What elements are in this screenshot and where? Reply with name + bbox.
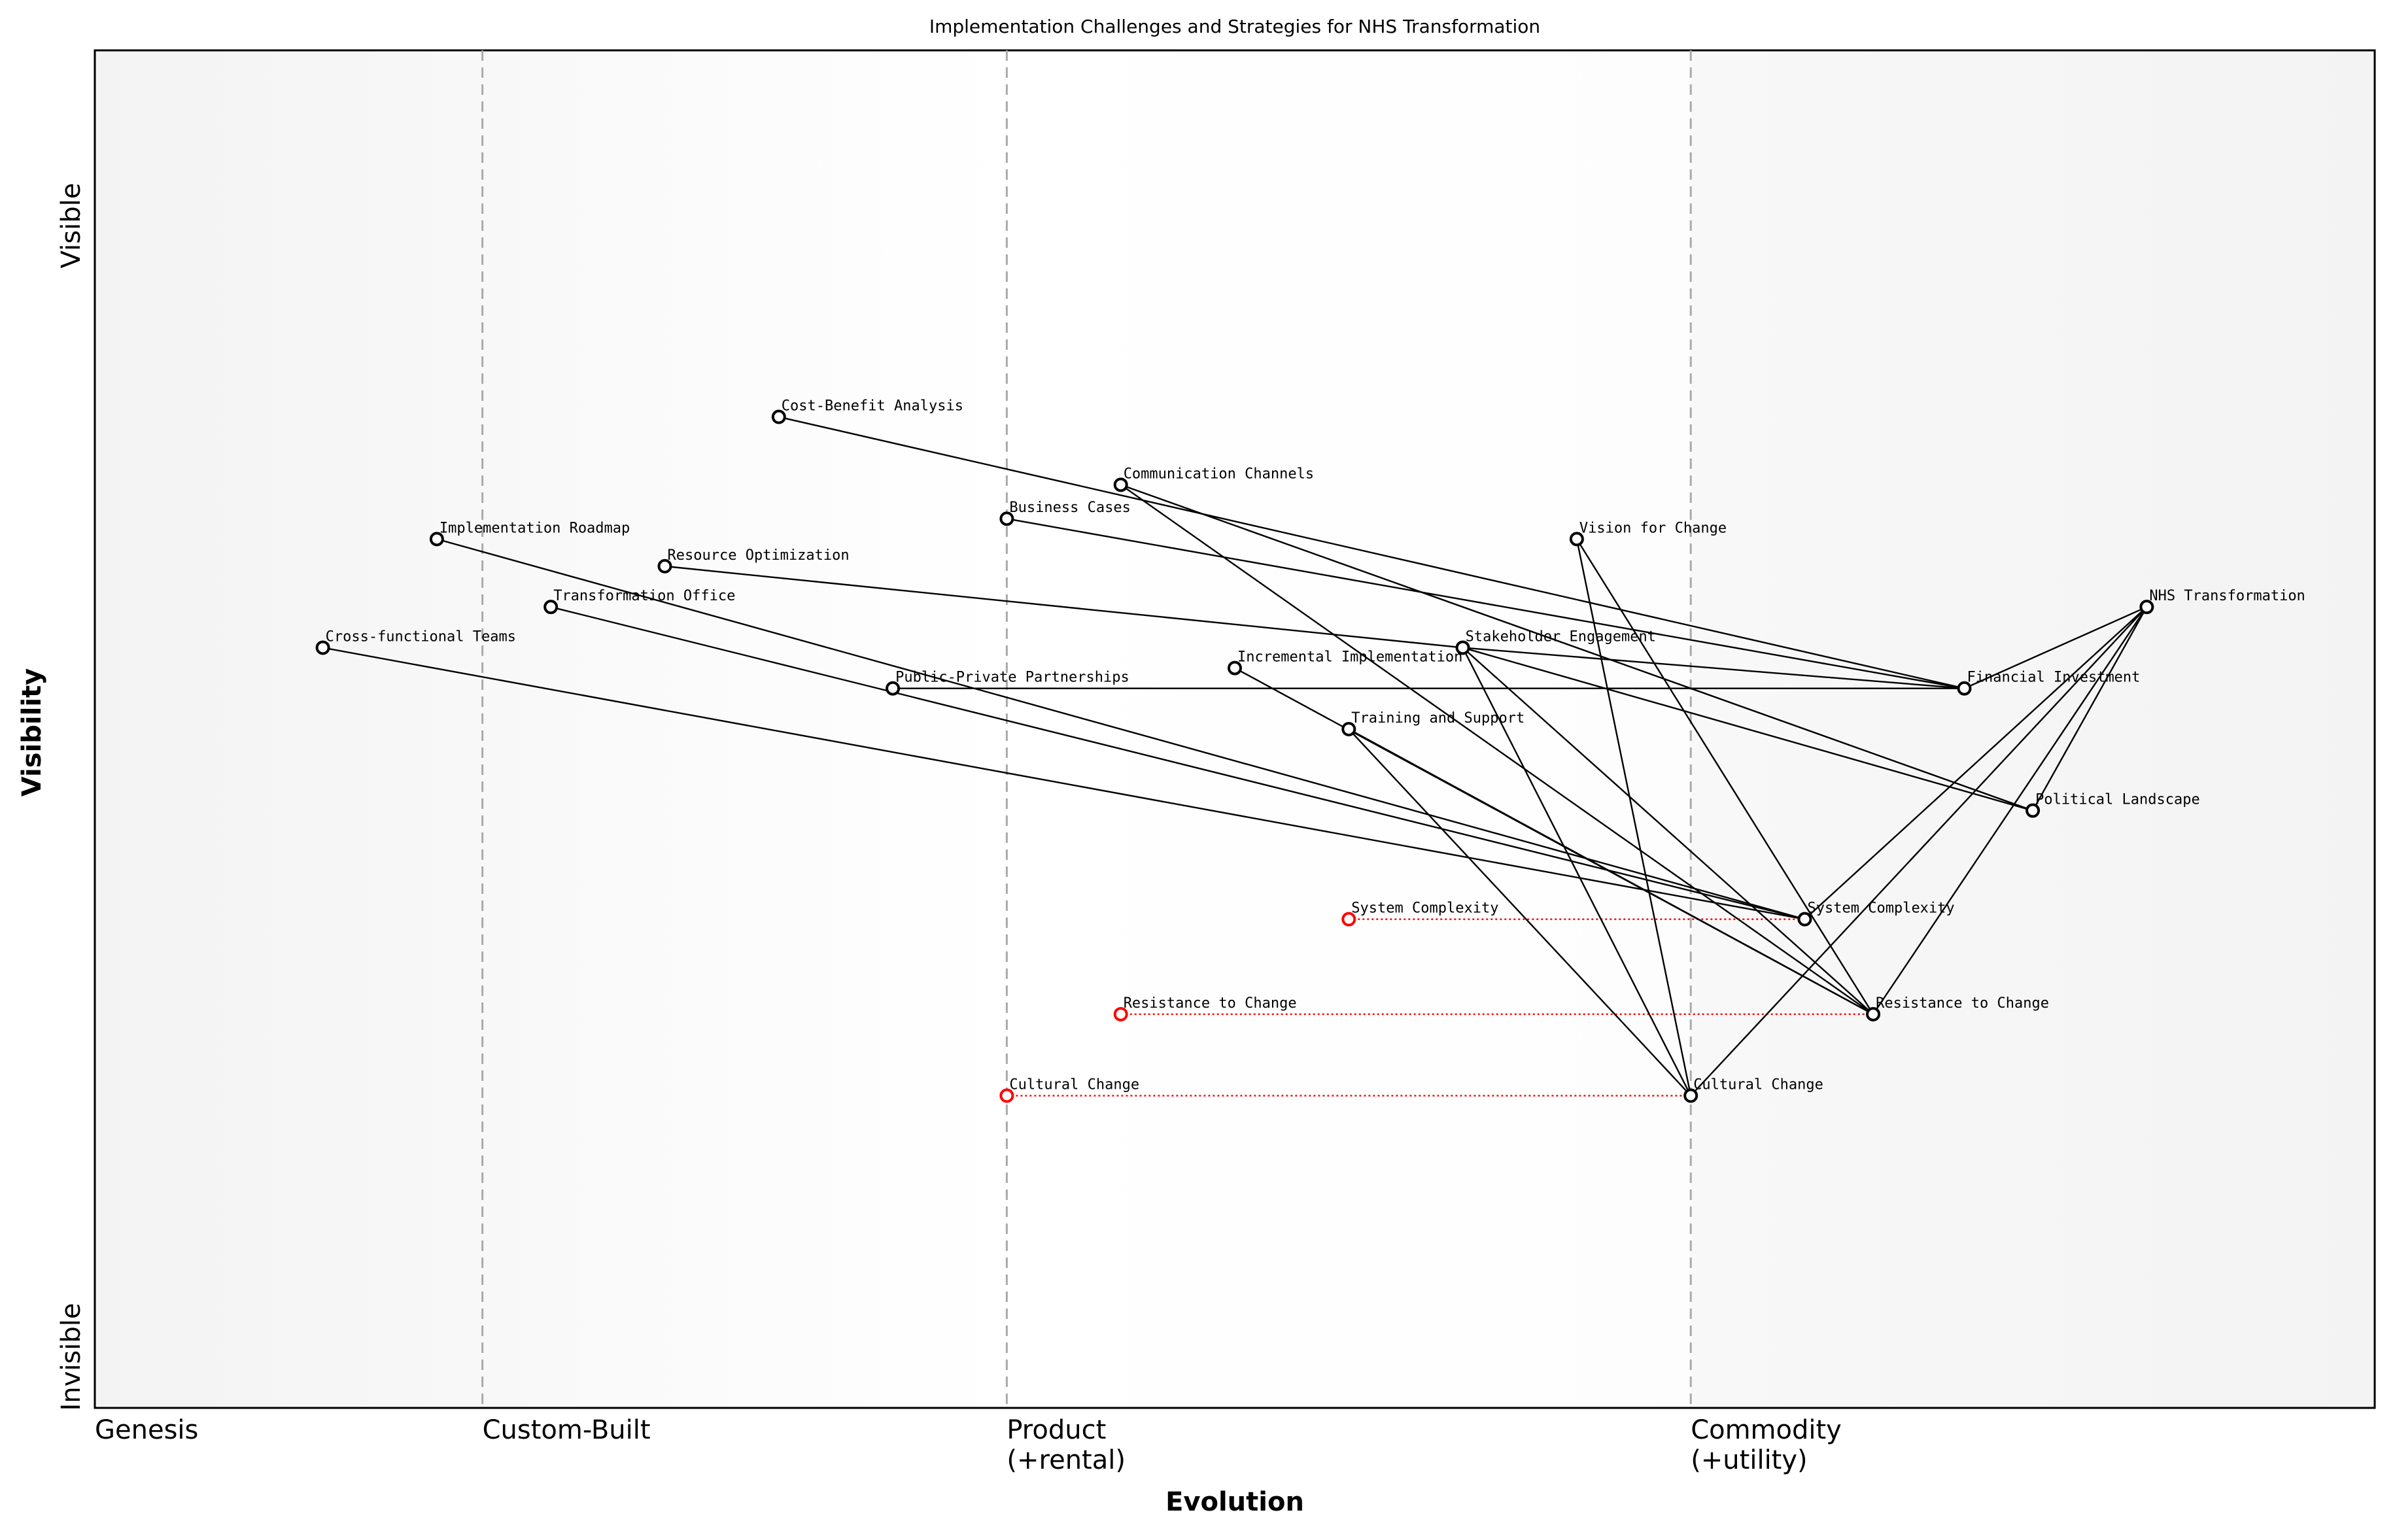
component-label: Financial Investment — [1967, 670, 2141, 686]
component-label: Vision for Change — [1579, 520, 1727, 536]
component-label: Business Cases — [1009, 500, 1130, 516]
component-node[interactable] — [2139, 600, 2154, 615]
dependency-link — [1120, 484, 1874, 1015]
component-node[interactable] — [1341, 722, 1356, 736]
evolve-node-label: Resistance to Change — [1124, 995, 1297, 1012]
stage-label: Genesis — [95, 1415, 198, 1445]
component-label: Communication Channels — [1124, 466, 1314, 482]
dependency-link — [322, 647, 1805, 920]
component-node[interactable] — [1113, 477, 1128, 492]
dependency-link — [1348, 728, 1692, 1097]
y-top-label: Visible — [56, 183, 86, 269]
component-label: Political Landscape — [2035, 792, 2200, 808]
x-axis-label: Evolution — [1165, 1487, 1304, 1517]
component-label: Public-Private Partnerships — [895, 670, 1129, 686]
component-node[interactable] — [543, 600, 559, 615]
component-node[interactable] — [2025, 803, 2041, 818]
component-node[interactable] — [1957, 681, 1972, 696]
stage-label: Commodity (+utility) — [1691, 1415, 1842, 1475]
component-label: Implementation Roadmap — [439, 520, 630, 536]
component-label: Incremental Implementation — [1237, 649, 1462, 666]
component-node[interactable] — [771, 409, 786, 424]
dependency-link — [1804, 606, 2148, 920]
dependency-link — [1576, 539, 1692, 1096]
dependency-link — [436, 538, 1805, 920]
component-label: Stakeholder Engagement — [1466, 628, 1656, 645]
dependency-link — [1462, 647, 1965, 689]
component-node[interactable] — [429, 532, 444, 547]
dependency-link — [1964, 606, 2147, 689]
dependency-link — [664, 565, 1463, 649]
component-node[interactable] — [1683, 1088, 1698, 1103]
component-node[interactable] — [657, 558, 672, 573]
stage-label: Custom-Built — [483, 1415, 651, 1445]
component-node[interactable] — [1866, 1006, 1881, 1021]
component-node[interactable] — [315, 640, 330, 655]
dependency-link — [550, 606, 1805, 920]
component-node[interactable] — [1797, 912, 1812, 927]
evolve-node[interactable] — [999, 1088, 1014, 1103]
component-label: Resistance to Change — [1876, 995, 2049, 1012]
dependency-link — [1690, 606, 2148, 1097]
component-label: Cross-functional Teams — [326, 628, 516, 645]
component-label: Cultural Change — [1693, 1077, 1823, 1093]
stage-label: Product (+rental) — [1007, 1415, 1126, 1475]
component-label: Transformation Office — [553, 588, 735, 604]
evolve-node-label: System Complexity — [1351, 900, 1498, 917]
dependency-link — [1462, 647, 2033, 812]
dependency-link — [1462, 647, 1874, 1015]
component-node[interactable] — [886, 681, 901, 696]
y-bottom-label: Invisible — [56, 1303, 86, 1411]
component-label: Resource Optimization — [668, 547, 850, 564]
map-title: Implementation Challenges and Strategies… — [929, 16, 1540, 37]
evolve-node[interactable] — [1113, 1006, 1128, 1021]
dependency-link — [1872, 606, 2148, 1015]
dependency-link — [2032, 606, 2148, 812]
component-label: Training and Support — [1351, 710, 1525, 727]
component-node[interactable] — [999, 511, 1014, 526]
y-axis-label: Visibility — [17, 668, 47, 796]
component-node[interactable] — [1455, 640, 1470, 655]
component-label: NHS Transformation — [2149, 588, 2305, 604]
dependency-link — [1576, 538, 1874, 1015]
dependency-link — [1120, 484, 2033, 812]
component-label: Cost-Benefit Analysis — [782, 398, 963, 415]
component-label: System Complexity — [1808, 900, 1955, 917]
dependency-link — [778, 416, 1965, 689]
evolve-node[interactable] — [1341, 912, 1356, 927]
component-node[interactable] — [1569, 532, 1584, 547]
evolve-node-label: Cultural Change — [1009, 1077, 1139, 1093]
dependency-link — [1462, 647, 1692, 1097]
component-node[interactable] — [1228, 660, 1242, 676]
plot-area — [94, 49, 2376, 1409]
dependency-link — [1007, 518, 1965, 689]
